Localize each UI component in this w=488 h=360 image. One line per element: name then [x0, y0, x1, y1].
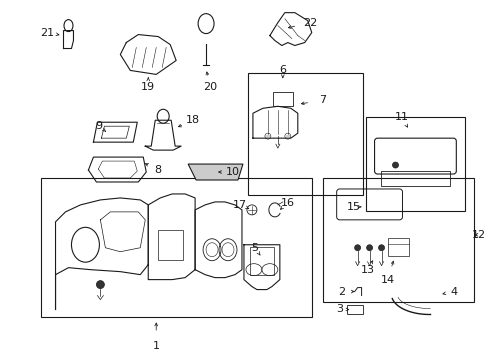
Bar: [272, 92, 292, 106]
Bar: [158, 230, 183, 260]
Bar: [249, 247, 273, 275]
Text: 5: 5: [251, 243, 258, 253]
Text: 22: 22: [302, 18, 316, 28]
Text: 6: 6: [279, 66, 286, 76]
Text: 14: 14: [380, 275, 394, 285]
Text: 18: 18: [185, 115, 200, 125]
Circle shape: [354, 245, 360, 251]
Text: 7: 7: [319, 95, 325, 105]
Bar: [346, 305, 362, 315]
Text: 9: 9: [95, 121, 102, 131]
Text: 2: 2: [337, 287, 345, 297]
Text: 19: 19: [141, 82, 155, 93]
Bar: [247, 73, 362, 195]
Circle shape: [96, 280, 104, 289]
Circle shape: [366, 245, 372, 251]
Text: 21: 21: [41, 28, 55, 37]
Bar: [322, 178, 473, 302]
Bar: [365, 117, 465, 211]
Text: 15: 15: [346, 202, 360, 212]
Text: 17: 17: [232, 200, 246, 210]
Polygon shape: [188, 164, 243, 180]
Text: 20: 20: [203, 82, 217, 93]
Circle shape: [378, 245, 384, 251]
Text: 8: 8: [154, 165, 162, 175]
Text: 10: 10: [225, 167, 240, 177]
Text: 4: 4: [450, 287, 457, 297]
Text: 11: 11: [394, 112, 407, 122]
Bar: [41, 178, 311, 318]
Text: 1: 1: [152, 341, 160, 351]
Circle shape: [392, 162, 398, 168]
Text: 12: 12: [471, 230, 485, 240]
Text: 13: 13: [360, 265, 374, 275]
Text: 3: 3: [335, 305, 343, 315]
Text: 16: 16: [280, 198, 294, 208]
Bar: [386, 238, 408, 256]
Bar: [380, 171, 449, 186]
